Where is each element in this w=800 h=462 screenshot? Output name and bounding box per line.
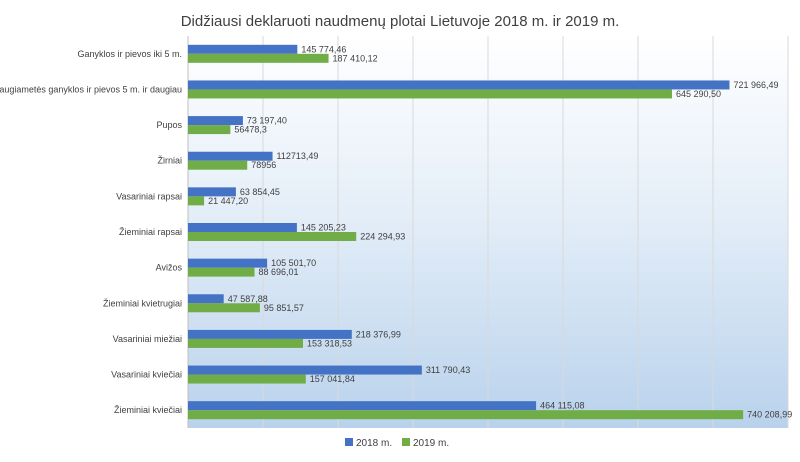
bar-2018 [188, 258, 268, 268]
data-label: 224 294,93 [360, 232, 405, 242]
data-label: 88 696,01 [259, 267, 299, 277]
data-label: 311 790,43 [426, 365, 470, 375]
bar-2019 [188, 232, 357, 241]
bar-2019 [188, 125, 231, 135]
data-label: 47 587,88 [228, 294, 268, 304]
bar-2019 [188, 53, 329, 63]
bar-2018 [188, 44, 298, 54]
data-label: 78956 [251, 160, 276, 170]
data-label: 740 208,99 [747, 410, 792, 420]
legend-label-2018: 2018 m. [356, 438, 392, 449]
legend-swatch-2019 [402, 438, 410, 446]
bar-2019 [188, 338, 303, 348]
bar-2019 [188, 89, 672, 99]
category-label: Vasariniai miežiai [113, 334, 182, 344]
category-label: Avižos [156, 263, 183, 273]
data-label: 95 851,57 [264, 303, 304, 313]
bar-2019 [188, 267, 255, 277]
bar-2018 [188, 116, 243, 126]
bar-2018 [188, 187, 236, 197]
category-label: Vasariniai rapsai [116, 191, 182, 201]
bar-2018 [188, 151, 273, 161]
data-label: 112713,49 [277, 151, 319, 161]
legend-label-2019: 2019 m. [413, 438, 449, 449]
bar-2018 [188, 223, 297, 232]
bar-2018 [188, 329, 352, 339]
bar-2018 [188, 80, 730, 90]
data-label: 721 966,49 [733, 80, 778, 90]
bar-2018 [188, 365, 422, 375]
bar-2018 [188, 401, 537, 411]
data-label: 153 318,53 [307, 338, 352, 348]
data-label: 21 447,20 [208, 196, 248, 206]
category-label: Žirniai [157, 156, 182, 166]
legend-swatch-2018 [345, 438, 353, 446]
bar-2019 [188, 410, 744, 420]
category-label: Žieminiai rapsai [119, 227, 182, 237]
category-labels: Ganyklos ir pievos iki 5 m. Daugiametės g… [0, 49, 182, 415]
data-label: 73 197,40 [247, 116, 287, 126]
bar-2019 [188, 160, 248, 170]
category-label: Ganyklos ir pievos iki 5 m. [77, 49, 182, 59]
chart-title: Didžiausi deklaruoti naudmenų plotai Lie… [181, 13, 620, 30]
data-label: 218 376,99 [356, 329, 401, 339]
bar-2019 [188, 303, 260, 313]
bar-2018 [188, 294, 224, 304]
category-label: Daugiametės ganyklos ir pievos 5 m. ir d… [0, 84, 182, 94]
data-label: 645 290,50 [676, 89, 721, 99]
data-label: 145 774,46 [301, 44, 346, 54]
category-label: Žieminiai kvietrugiai [103, 298, 182, 308]
data-label: 105 501,70 [271, 258, 316, 268]
data-label: 157 041,84 [310, 374, 355, 384]
data-label: 63 854,45 [240, 187, 280, 197]
category-label: Žieminiai kviečiai [114, 405, 182, 415]
legend: 2018 m. 2019 m. [345, 438, 449, 449]
bar-2019 [188, 374, 306, 384]
bar-2019 [188, 196, 205, 206]
data-label: 56478,3 [234, 125, 267, 135]
category-label: Pupos [156, 120, 182, 130]
data-label: 187 410,12 [333, 53, 378, 63]
data-label: 464 115,08 [540, 401, 584, 411]
category-label: Vasariniai kviečiai [111, 370, 182, 380]
data-label: 145 205,23 [301, 223, 346, 233]
